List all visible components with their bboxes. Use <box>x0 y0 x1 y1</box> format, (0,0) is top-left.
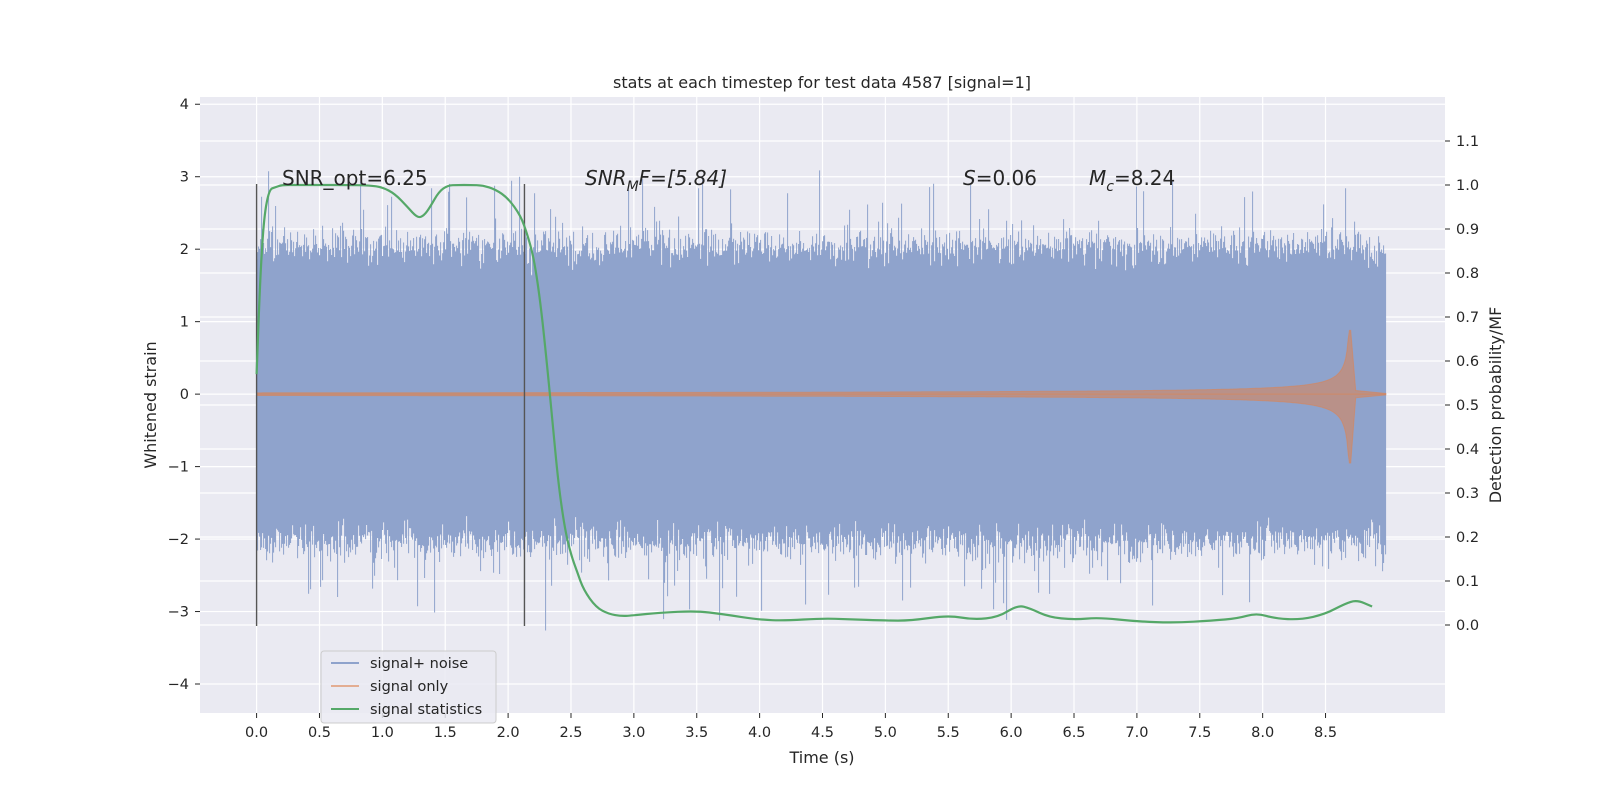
x-tick-label: 1.0 <box>371 725 394 741</box>
annotation-s-rest: =0.06 <box>976 166 1037 190</box>
y-right-tick-label: 0.0 <box>1456 618 1479 634</box>
legend: signal+ noise signal only signal statist… <box>320 650 497 724</box>
legend-label-signal: signal only <box>370 679 449 695</box>
annotation-snr-mf-base: SNR <box>585 166 627 190</box>
annotation-snr-mf: SNRMF=[5.84] <box>585 166 727 195</box>
y-right-tick-label: 0.3 <box>1456 486 1479 502</box>
chart-title: stats at each timestep for test data 458… <box>613 73 1031 92</box>
x-tick-label: 1.5 <box>434 725 457 741</box>
y-left-tick-label: 0 <box>180 387 189 403</box>
x-tick-label: 8.5 <box>1314 725 1337 741</box>
annotation-mc-rest: =8.24 <box>1114 166 1175 190</box>
x-tick-label: 2.0 <box>497 725 520 741</box>
x-tick-label: 7.0 <box>1125 725 1148 741</box>
x-tick-label: 0.5 <box>308 725 331 741</box>
x-tick-label: 5.5 <box>937 725 960 741</box>
x-tick-label: 3.0 <box>622 725 645 741</box>
y-right-tick-label: 1.1 <box>1456 134 1479 150</box>
ticks: 0.0 0.5 1.0 1.5 2.0 2.5 3.0 3.5 4.0 4.5 5.0 5.5 6.0 6… <box>168 97 1479 741</box>
y-left-tick-label: 4 <box>180 97 189 113</box>
x-tick-label: 6.5 <box>1062 725 1085 741</box>
x-axis-label: Time (s) <box>788 748 854 767</box>
signal-only-series <box>256 329 1387 464</box>
y-left-tick-label: −4 <box>168 677 189 693</box>
annotation-mc-sub: c <box>1106 179 1114 195</box>
annotation-snr-opt: SNR_opt=6.25 <box>282 166 428 190</box>
annotation-snr-mf-rest: F=[5.84] <box>639 166 727 190</box>
y-right-tick-label: 0.1 <box>1456 574 1479 590</box>
x-tick-label: 3.5 <box>685 725 708 741</box>
y-right-axis-label: Detection probability/MF <box>1486 307 1505 504</box>
annotation-mc-base: M <box>1089 166 1106 190</box>
y-right-tick-label: 0.4 <box>1456 442 1479 458</box>
x-tick-label: 7.5 <box>1188 725 1211 741</box>
y-left-tick-label: 3 <box>180 170 189 186</box>
y-right-tick-label: 0.9 <box>1456 222 1479 238</box>
signal-only-envelope <box>256 329 1387 464</box>
y-left-tick-label: −2 <box>168 532 189 548</box>
legend-label-noise: signal+ noise <box>370 656 468 672</box>
legend-label-stats: signal statistics <box>370 702 482 718</box>
y-left-axis-label: Whitened strain <box>141 341 160 468</box>
y-left-tick-label: 1 <box>180 315 189 331</box>
y-right-tick-label: 0.5 <box>1456 398 1479 414</box>
x-tick-label: 2.5 <box>559 725 582 741</box>
x-tick-label: 0.0 <box>245 725 268 741</box>
y-right-tick-label: 0.7 <box>1456 310 1479 326</box>
y-right-tick-label: 0.2 <box>1456 530 1479 546</box>
y-right-tick-label: 1.0 <box>1456 178 1479 194</box>
y-right-tick-label: 0.8 <box>1456 266 1479 282</box>
y-left-tick-label: −3 <box>168 605 189 621</box>
x-tick-label: 4.5 <box>811 725 834 741</box>
signal-statistics-series <box>255 183 1373 624</box>
event-markers <box>255 183 526 627</box>
x-tick-label: 5.0 <box>874 725 897 741</box>
y-right-tick-label: 0.6 <box>1456 354 1479 370</box>
signal-statistics-line <box>255 183 1373 624</box>
x-tick-label: 6.0 <box>1000 725 1023 741</box>
annotation-s: S=0.06 <box>963 166 1037 190</box>
x-tick-label: 8.0 <box>1251 725 1274 741</box>
y-left-tick-label: −1 <box>168 460 189 476</box>
y-left-tick-label: 2 <box>180 242 189 258</box>
annotation-snr-mf-sub: M <box>627 179 639 195</box>
annotation-mc: Mc=8.24 <box>1089 166 1175 195</box>
x-tick-label: 4.0 <box>748 725 771 741</box>
legend-box <box>320 650 497 724</box>
annotation-s-base: S <box>963 166 976 190</box>
